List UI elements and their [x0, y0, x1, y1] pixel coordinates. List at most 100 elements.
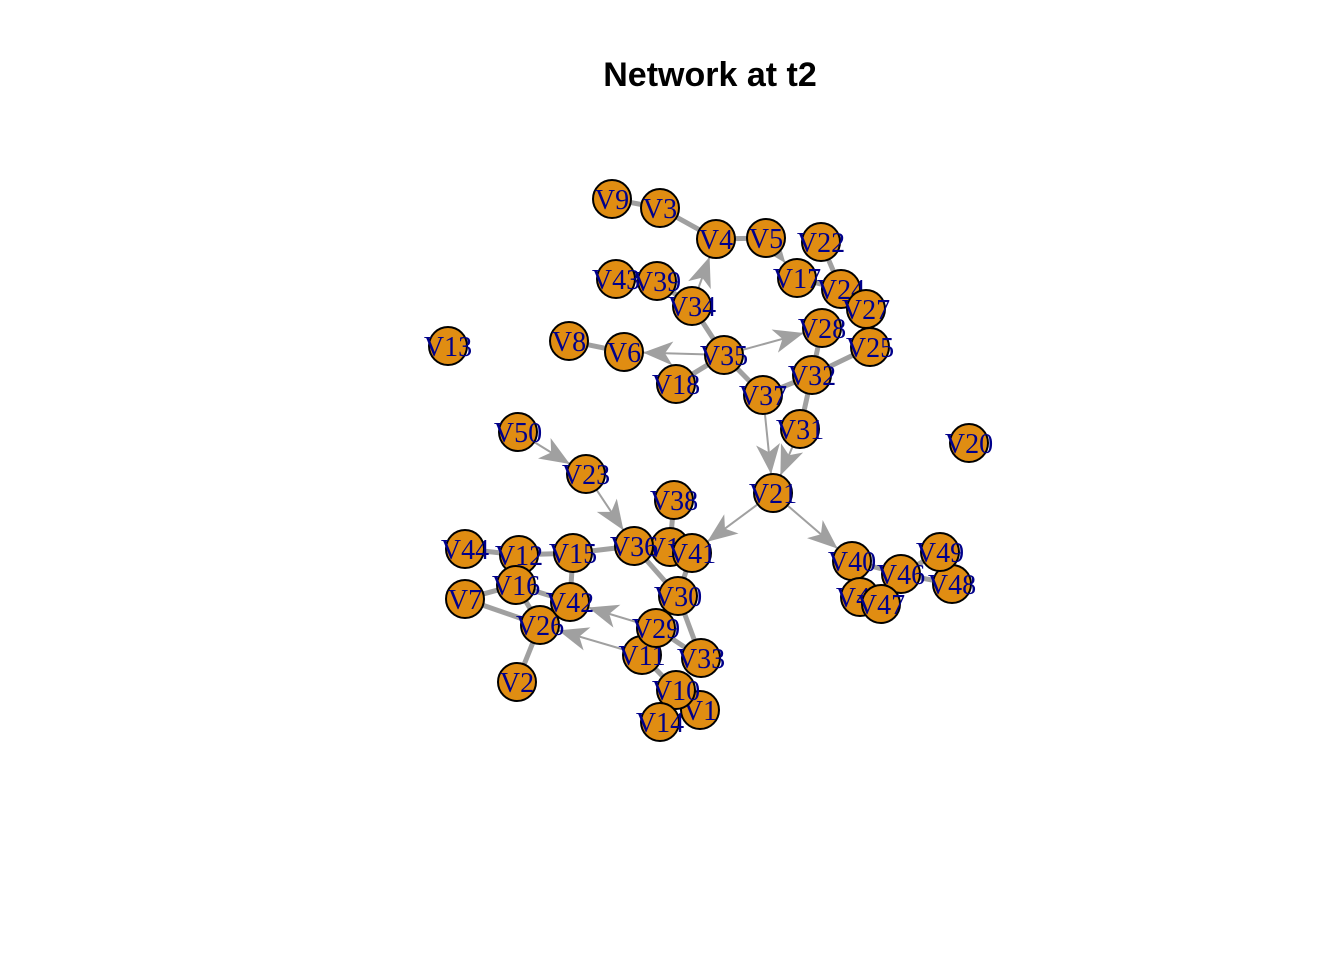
- node-circle: [704, 335, 744, 375]
- node-circle: [672, 533, 712, 573]
- node-circle: [753, 473, 793, 513]
- node-v35: V35: [700, 335, 748, 375]
- node-circle: [604, 332, 644, 372]
- node-label: V17: [773, 264, 821, 295]
- node-v40: V40: [828, 541, 876, 581]
- arrowhead-v21-v41: [707, 514, 739, 542]
- node-label: V27: [842, 295, 890, 326]
- node-circle: [596, 259, 636, 299]
- node-v48: V48: [928, 564, 976, 604]
- node-label: V43: [592, 265, 640, 296]
- node-label: V25: [846, 333, 894, 364]
- node-v32: V32: [788, 355, 836, 395]
- arrowhead-v37-v21: [756, 443, 780, 475]
- node-circle: [780, 409, 820, 449]
- node-v30: V30: [654, 576, 702, 616]
- node-v46: V46: [877, 554, 925, 594]
- node-label: V33: [677, 644, 725, 675]
- arrowhead-v11-v26: [558, 627, 591, 651]
- node-circle: [496, 565, 536, 605]
- arrowhead-v50-v23: [538, 438, 570, 465]
- node-label: V50: [494, 418, 542, 449]
- edge-v34-v35: [700, 320, 716, 341]
- node-circle: [949, 423, 989, 463]
- node-circle: [656, 670, 696, 710]
- node-circle: [553, 533, 593, 573]
- edge-v17-v24: [814, 280, 824, 287]
- node-v20: V20: [945, 423, 993, 463]
- node-label: V30: [654, 582, 702, 613]
- edge-v15-v36: [591, 545, 616, 554]
- node-v50: V50: [494, 412, 542, 452]
- edge-v15-v42: [568, 571, 575, 584]
- node-circle: [654, 480, 694, 520]
- node-v11: V11: [618, 635, 666, 675]
- node-label: V22: [797, 228, 845, 259]
- node-v15: V15: [549, 533, 597, 573]
- arrowhead-v31-v21: [780, 443, 804, 476]
- edge-v2-v26: [521, 641, 536, 666]
- node-label: V35: [700, 341, 748, 372]
- edge-v9-v3: [630, 200, 642, 207]
- plot-title: Network at t2: [603, 56, 817, 94]
- node-v25: V25: [846, 327, 894, 367]
- node-circle: [497, 662, 537, 702]
- node-circle: [549, 321, 589, 361]
- node-v43: V43: [592, 259, 640, 299]
- node-label: V42: [546, 588, 594, 619]
- node-circle: [640, 702, 680, 742]
- node-v27: V27: [842, 289, 890, 329]
- node-circle: [696, 219, 736, 259]
- node-circle: [743, 375, 783, 415]
- node-label: V32: [788, 361, 836, 392]
- node-label: V31: [776, 415, 824, 446]
- node-circle: [881, 554, 921, 594]
- node-label: V5: [749, 224, 783, 255]
- edge-v16-v42: [533, 588, 553, 599]
- edge-v35-v37: [735, 366, 752, 384]
- edge-v37-v32: [779, 379, 796, 391]
- node-v6: V6: [604, 332, 644, 372]
- node-label: V23: [562, 460, 610, 491]
- node-v26: V26: [516, 605, 564, 645]
- node-circle: [498, 412, 538, 452]
- node-circle: [637, 261, 677, 301]
- edge-v12-v15: [537, 551, 555, 557]
- node-v16: V16: [492, 565, 540, 605]
- node-circle: [550, 582, 590, 622]
- node-circle: [445, 529, 485, 569]
- node-circle: [846, 289, 886, 329]
- node-label: V21: [749, 479, 797, 510]
- node-label: V7: [448, 585, 482, 616]
- node-circle: [681, 638, 721, 678]
- node-v5: V5: [746, 218, 786, 258]
- edge-v46-v48: [919, 575, 934, 583]
- node-v17: V17: [773, 258, 821, 298]
- edge-v44-v12: [483, 548, 501, 556]
- arrowhead-v23-v36: [596, 498, 624, 531]
- edge-v11-v10: [653, 666, 665, 679]
- node-circle: [777, 258, 817, 298]
- node-circle: [861, 584, 901, 624]
- node-v33: V33: [677, 638, 725, 678]
- node-label: V39: [633, 267, 681, 298]
- edge-v32-v25: [828, 353, 854, 369]
- node-label: V28: [798, 314, 846, 345]
- node-label: V8: [552, 327, 586, 358]
- node-v29: V29: [632, 608, 680, 648]
- node-circle: [636, 608, 676, 648]
- edge-v22-v24: [826, 258, 836, 273]
- node-v44: V44: [441, 529, 489, 569]
- node-v39: V39: [633, 261, 681, 301]
- node-circle: [658, 576, 698, 616]
- node-label: V14: [636, 708, 684, 739]
- arrowhead-v21-v40: [807, 519, 838, 549]
- node-v38: V38: [650, 480, 698, 520]
- node-label: V10: [652, 676, 700, 707]
- node-circle: [801, 222, 841, 262]
- edge-v29-v33: [670, 636, 687, 650]
- node-label: V3: [643, 194, 677, 225]
- edge-v18-v35: [690, 362, 710, 377]
- node-label: V34: [668, 292, 716, 323]
